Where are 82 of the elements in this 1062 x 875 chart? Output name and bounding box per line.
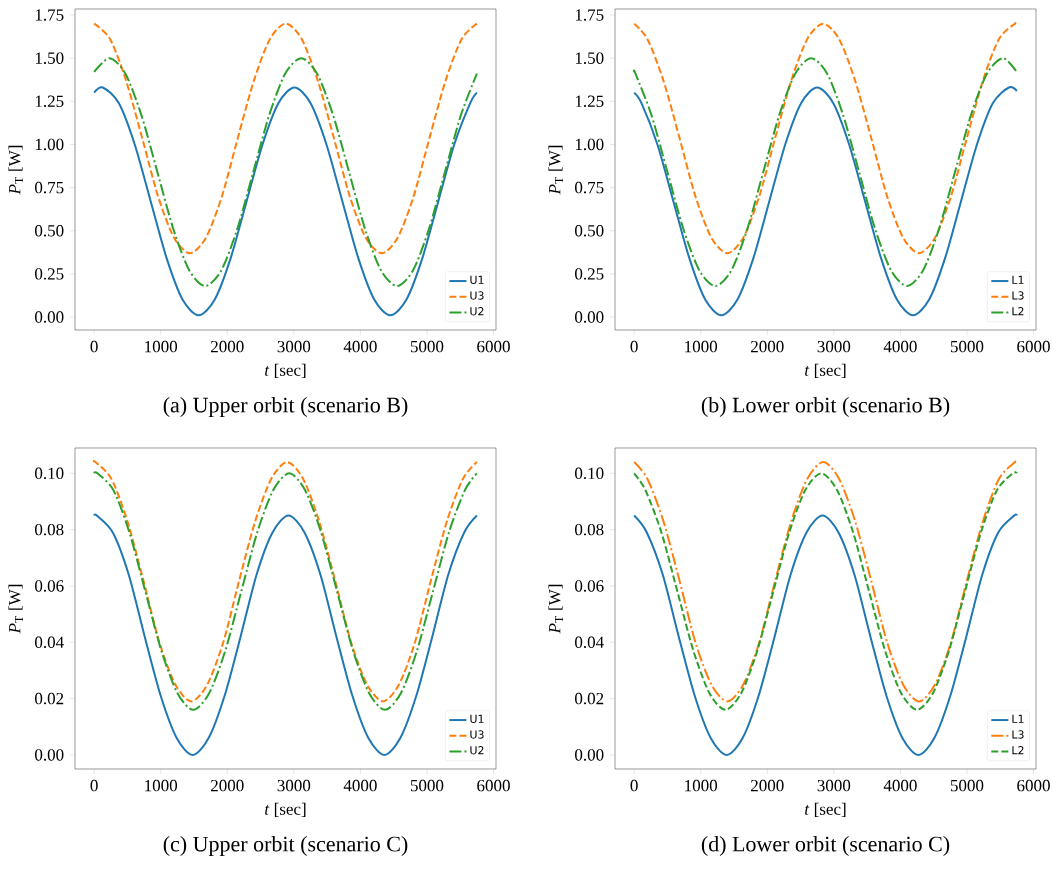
x-tick-label: 1000 <box>145 779 178 792</box>
x-tick-label: 6000 <box>1017 779 1050 792</box>
y-tick-label: 0.02 <box>575 692 604 705</box>
y-tick-label: 0.00 <box>35 749 64 761</box>
x-tick-label: 1000 <box>685 779 718 792</box>
legend-label: U3 <box>470 730 484 739</box>
x-tick-label: 0 <box>90 779 98 792</box>
x-tick-label: 0 <box>90 340 98 353</box>
y-tick-label: 1.00 <box>35 138 64 151</box>
x-axis-title: t [sec] <box>265 363 306 378</box>
text: (b) Lower orbit (scenario B) <box>701 397 950 417</box>
x-tick-label: 6000 <box>477 340 510 353</box>
x-axis-title: t [sec] <box>265 802 306 817</box>
x-tick-label: 4000 <box>883 340 917 353</box>
y-tick-label: 0.04 <box>35 636 64 649</box>
y-tick-label: 0.02 <box>35 692 64 705</box>
y-tick-label: 0.00 <box>35 311 64 323</box>
x-tick-label: 5000 <box>950 340 984 353</box>
x-tick-label: 3000 <box>817 340 851 353</box>
line-series <box>93 22 478 255</box>
x-tick-label: 3000 <box>277 779 311 792</box>
y-tick-label: 0.75 <box>35 181 64 194</box>
legend-label: L2 <box>1012 307 1024 316</box>
legend-label: U1 <box>470 275 484 284</box>
y-tick-label: 0.10 <box>575 467 604 480</box>
y-axis-title: P$_{T}$ [W] <box>8 145 23 195</box>
legend-label: U2 <box>470 746 484 755</box>
legend-label: L3 <box>1012 291 1024 300</box>
legend-label: L3 <box>1012 730 1024 739</box>
x-tick-label: 5000 <box>410 779 444 792</box>
y-tick-label: 0.10 <box>35 467 64 480</box>
y-tick-label: 0.50 <box>35 224 64 237</box>
legend-label: U1 <box>470 714 484 723</box>
y-axis-title: P$_{T}$ [W] <box>8 584 23 634</box>
x-tick-label: 3000 <box>817 779 851 792</box>
text: (c) Upper orbit (scenario C) <box>163 836 408 856</box>
y-tick-label: 1.00 <box>575 138 604 151</box>
y-tick-label: 0.25 <box>35 268 64 280</box>
x-axis-title: t [sec] <box>805 363 846 378</box>
y-tick-label: 1.75 <box>35 9 64 21</box>
y-tick-label: 0.06 <box>575 580 604 592</box>
legend-label: L1 <box>1012 714 1024 723</box>
y-tick-label: 1.50 <box>575 52 604 64</box>
text: (a) Upper orbit (scenario B) <box>163 397 408 417</box>
x-tick-label: 2000 <box>751 779 784 792</box>
y-tick-label: 1.50 <box>35 52 64 64</box>
y-tick-label: 1.25 <box>575 95 604 108</box>
y-tick-label: 0.06 <box>35 580 64 592</box>
x-tick-label: 0 <box>630 779 638 792</box>
legend-label: U3 <box>470 291 484 300</box>
x-tick-label: 3000 <box>277 340 311 353</box>
legend-label: L2 <box>1012 746 1024 755</box>
x-tick-label: 2000 <box>751 340 784 353</box>
legend-label: U2 <box>470 307 484 316</box>
text: (d) Lower orbit (scenario C) <box>701 836 950 856</box>
legend-label: L1 <box>1012 275 1024 284</box>
x-axis-title: t [sec] <box>805 802 846 817</box>
y-tick-label: 0.25 <box>575 268 604 280</box>
y-axis-title: P$_{T}$ [W] <box>548 584 563 634</box>
line-series <box>633 22 1018 255</box>
y-tick-label: 0.50 <box>575 224 604 237</box>
x-tick-label: 1000 <box>145 340 178 353</box>
x-tick-label: 0 <box>630 340 638 353</box>
x-tick-label: 4000 <box>343 340 377 353</box>
x-tick-label: 2000 <box>211 340 244 353</box>
y-tick-label: 0.08 <box>35 523 64 536</box>
x-tick-label: 6000 <box>1017 340 1050 353</box>
x-tick-label: 5000 <box>410 340 444 353</box>
y-tick-label: 0.75 <box>575 181 604 194</box>
x-tick-label: 6000 <box>477 779 510 792</box>
y-tick-label: 0.08 <box>575 523 604 536</box>
y-tick-label: 0.00 <box>575 749 604 761</box>
x-tick-label: 4000 <box>343 779 377 792</box>
y-tick-label: 1.75 <box>575 9 604 21</box>
y-tick-label: 0.00 <box>575 311 604 323</box>
y-tick-label: 1.25 <box>35 95 64 108</box>
x-tick-label: 5000 <box>950 779 984 792</box>
x-tick-label: 4000 <box>883 779 917 792</box>
x-tick-label: 2000 <box>211 779 244 792</box>
y-axis-title: P$_{T}$ [W] <box>548 145 563 195</box>
x-tick-label: 1000 <box>685 340 718 353</box>
y-tick-label: 0.04 <box>575 636 604 649</box>
